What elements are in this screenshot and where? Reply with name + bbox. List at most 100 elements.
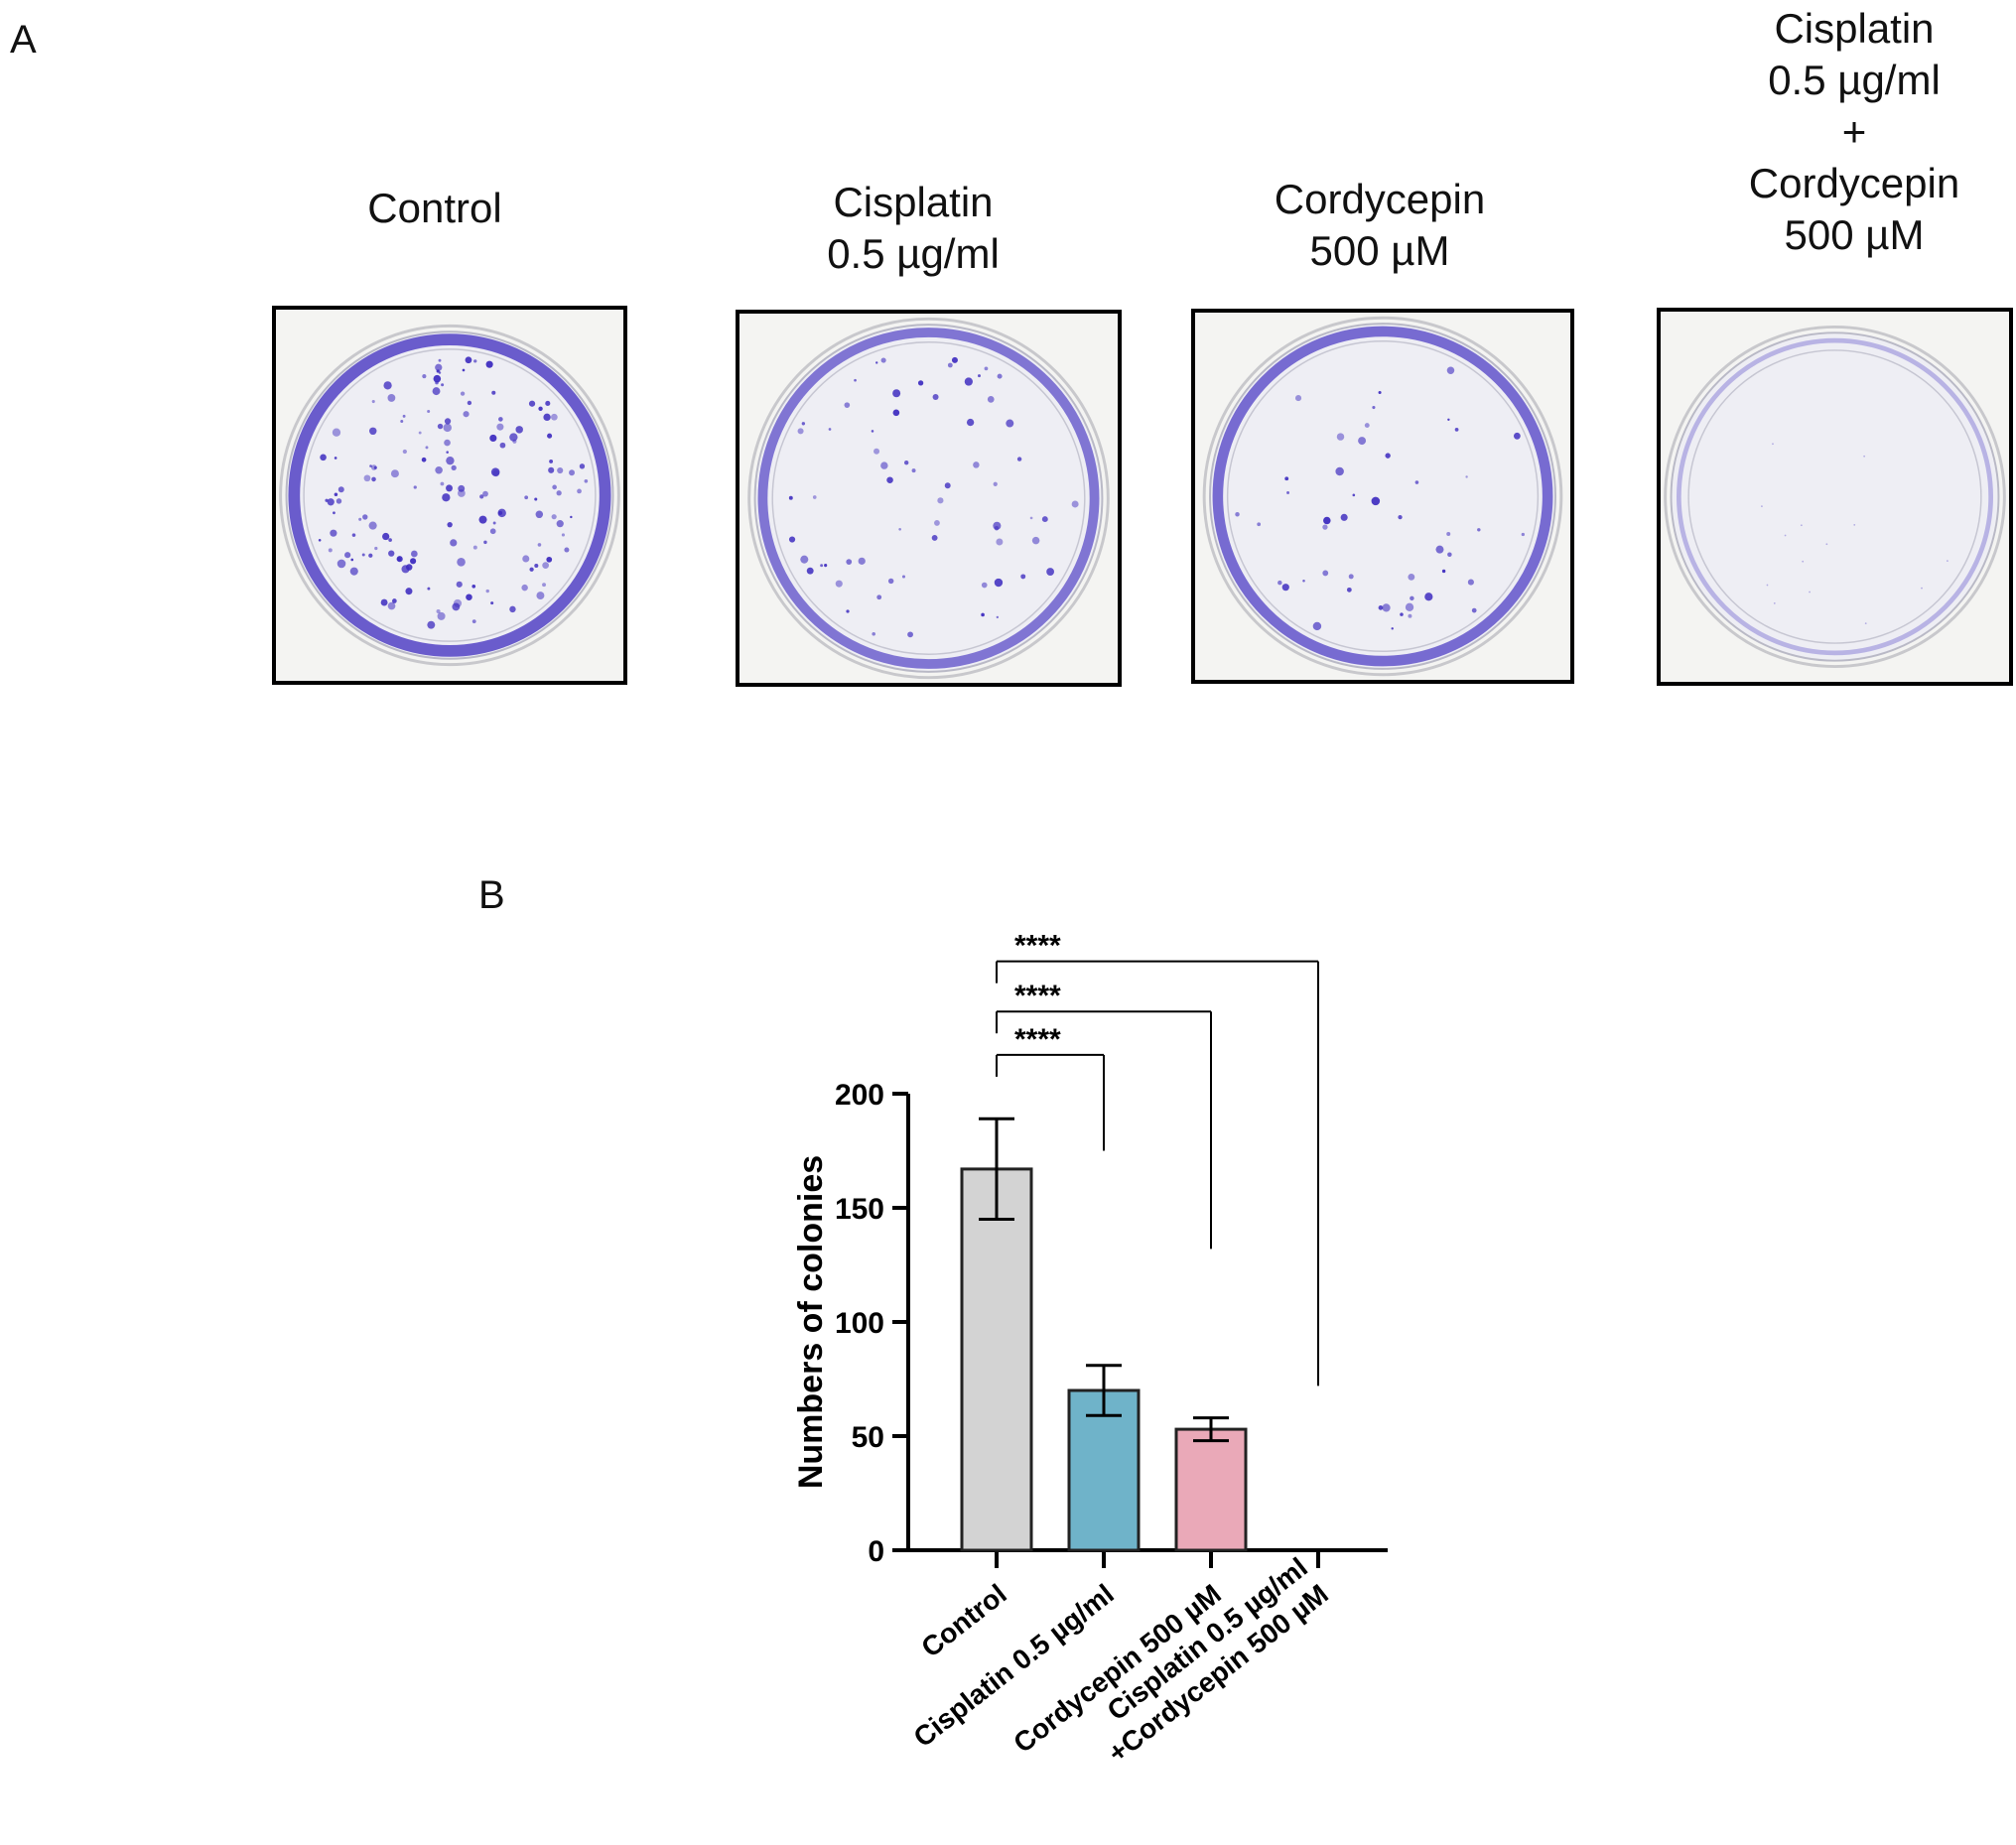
colony-dot bbox=[509, 605, 516, 613]
colony-dot bbox=[880, 357, 886, 363]
colony-dot bbox=[536, 592, 545, 600]
colony-dot bbox=[446, 484, 453, 492]
well-dish bbox=[753, 324, 1104, 673]
colony-dot bbox=[584, 478, 589, 483]
colony-dot bbox=[538, 406, 543, 411]
colony-dot bbox=[966, 418, 975, 427]
colony-dot bbox=[529, 567, 534, 572]
colony-dot bbox=[478, 515, 487, 524]
colony-dot bbox=[371, 399, 375, 404]
colony-dot bbox=[964, 377, 973, 386]
colony-dot bbox=[800, 555, 809, 564]
colony-dot bbox=[368, 521, 377, 530]
colony-dot bbox=[444, 418, 452, 425]
colony-dot bbox=[327, 498, 335, 506]
colony-dot bbox=[522, 555, 530, 563]
colony-dot bbox=[427, 587, 431, 591]
y-tick-label: 200 bbox=[835, 1079, 884, 1112]
colony-dot bbox=[996, 615, 1000, 619]
colony-dot bbox=[1773, 602, 1776, 604]
colony-dot bbox=[442, 493, 451, 502]
colony-dot bbox=[318, 539, 322, 542]
colony-dot bbox=[457, 557, 466, 567]
colony-dot bbox=[858, 557, 866, 565]
colony-dot bbox=[1302, 580, 1305, 583]
colony-dot bbox=[320, 454, 327, 461]
colony-dot bbox=[886, 476, 893, 484]
colony-dot bbox=[846, 559, 853, 565]
colony-dot bbox=[1006, 419, 1014, 428]
colony-dot bbox=[546, 556, 553, 563]
well-inner-ring bbox=[1687, 349, 1982, 644]
well-title-control: Control bbox=[367, 183, 501, 234]
colony-dot bbox=[801, 422, 806, 426]
colony-dot bbox=[482, 490, 488, 497]
colony-dot bbox=[551, 514, 557, 520]
colony-dot bbox=[1853, 524, 1856, 526]
well-image-combination bbox=[1657, 308, 2013, 686]
y-tick-label: 50 bbox=[852, 1421, 884, 1454]
colony-dot bbox=[521, 584, 528, 592]
colony-dot bbox=[1471, 607, 1477, 613]
colony-dot bbox=[854, 378, 857, 382]
colony-dot bbox=[846, 609, 850, 613]
colony-dot bbox=[994, 578, 1004, 588]
colony-dot bbox=[1465, 475, 1468, 478]
well-stained-edge bbox=[1212, 326, 1553, 667]
colony-dot bbox=[973, 461, 980, 468]
well-image-control bbox=[272, 306, 627, 685]
colony-dot bbox=[937, 497, 944, 504]
colony-dot bbox=[543, 413, 551, 422]
colony-dot bbox=[1382, 603, 1391, 612]
colony-dot bbox=[358, 517, 362, 521]
colony-dot bbox=[441, 383, 445, 387]
colony-dot bbox=[446, 456, 455, 465]
colony-dot bbox=[1863, 455, 1866, 458]
colony-dot bbox=[380, 598, 388, 606]
colony-dot bbox=[903, 461, 909, 465]
colony-dot bbox=[1281, 584, 1289, 592]
colony-dot bbox=[443, 423, 452, 433]
well-svg bbox=[1195, 313, 1570, 680]
colony-dot bbox=[1294, 395, 1302, 402]
colony-dot bbox=[1041, 516, 1048, 523]
colony-dot bbox=[524, 495, 529, 500]
colony-dot bbox=[336, 559, 346, 569]
colony-dot bbox=[537, 543, 542, 547]
colony-dot bbox=[1016, 457, 1022, 461]
colony-dot bbox=[1521, 532, 1525, 537]
colony-dot bbox=[471, 584, 476, 589]
colony-dot bbox=[435, 465, 443, 474]
colony-dot bbox=[1378, 390, 1382, 395]
colony-dot bbox=[350, 558, 354, 562]
x-tick-label: Control bbox=[915, 1578, 1012, 1663]
colony-dot bbox=[368, 553, 373, 558]
colony-dot bbox=[545, 400, 551, 407]
well-title-line: Cisplatin bbox=[1774, 5, 1935, 52]
well-title-line: Control bbox=[367, 185, 502, 231]
colony-dot bbox=[528, 400, 536, 407]
colony-dot bbox=[1825, 543, 1828, 546]
colony-dot bbox=[444, 439, 451, 447]
colony-dot bbox=[463, 411, 470, 418]
colony-dot bbox=[788, 536, 796, 543]
colony-dot bbox=[887, 578, 894, 585]
colony-dot bbox=[438, 358, 442, 362]
colony-dot bbox=[371, 476, 376, 482]
well-title-line: Cordycepin bbox=[1748, 160, 1960, 206]
colony-dot bbox=[835, 580, 843, 588]
well-title-line: 500 µM bbox=[1784, 211, 1925, 258]
colony-dot bbox=[436, 608, 441, 614]
y-tick-label: 150 bbox=[835, 1193, 884, 1226]
colony-dot bbox=[871, 430, 874, 433]
colony-dot bbox=[1477, 528, 1481, 532]
colony-dot bbox=[413, 485, 417, 489]
colony-dot bbox=[509, 433, 518, 442]
colony-dot bbox=[498, 417, 503, 422]
significance-label: **** bbox=[1014, 930, 1061, 963]
colony-dot bbox=[483, 540, 487, 545]
x-tick-label-group: Cisplatin 0.5 µg/ml bbox=[908, 1578, 1120, 1753]
colony-dot bbox=[1802, 560, 1805, 563]
colony-dot bbox=[1408, 613, 1412, 618]
